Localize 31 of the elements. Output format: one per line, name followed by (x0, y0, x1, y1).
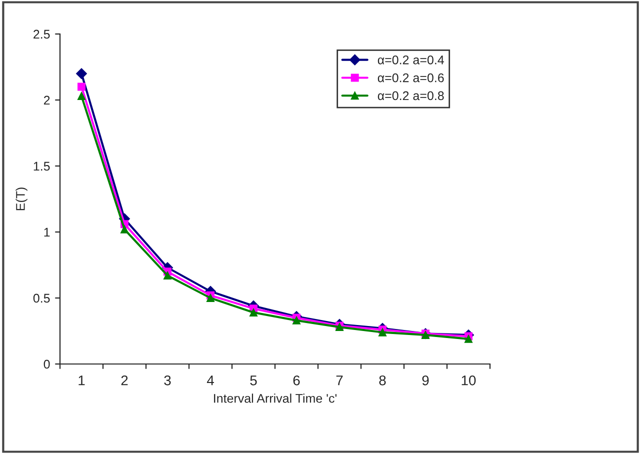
legend-label: α=0.2 a=0.8 (378, 91, 444, 100)
y-axis-title: E(T) (16, 188, 28, 210)
x-tick-label: 10 (462, 375, 476, 386)
point (292, 316, 300, 324)
x-tick-label: 3 (164, 375, 171, 386)
y-tick-label: 0 (44, 360, 50, 369)
x-tick-label: 4 (206, 376, 214, 386)
x-tick-label: 1 (78, 376, 85, 386)
legend-label: α=0.2 a=0.6 (378, 73, 444, 82)
y-tick-label: 1 (44, 228, 50, 237)
y-tick-label: 2.5 (34, 30, 50, 39)
x-tick-label: 5 (250, 376, 257, 386)
y-tick-label: 1.5 (34, 162, 50, 171)
x-tick-label: 9 (422, 375, 429, 386)
point (164, 272, 172, 280)
point (78, 92, 86, 100)
x-tick-label: 2 (121, 375, 128, 386)
point (76, 68, 87, 80)
x-axis-title: Interval Arrival Time 'c' (214, 394, 336, 403)
x-tick-label: 7 (336, 376, 343, 386)
point (206, 294, 214, 302)
point (120, 225, 128, 234)
y-tick-label: 2 (44, 96, 50, 105)
point (78, 82, 86, 91)
point (464, 334, 472, 343)
x-tick-label: 6 (293, 375, 300, 386)
y-tick-label: 0.5 (33, 294, 50, 303)
x-tick-label: 8 (379, 375, 386, 386)
point (378, 328, 386, 336)
point (250, 308, 258, 317)
legend-label: α=0.2 a=0.4 (378, 55, 444, 64)
